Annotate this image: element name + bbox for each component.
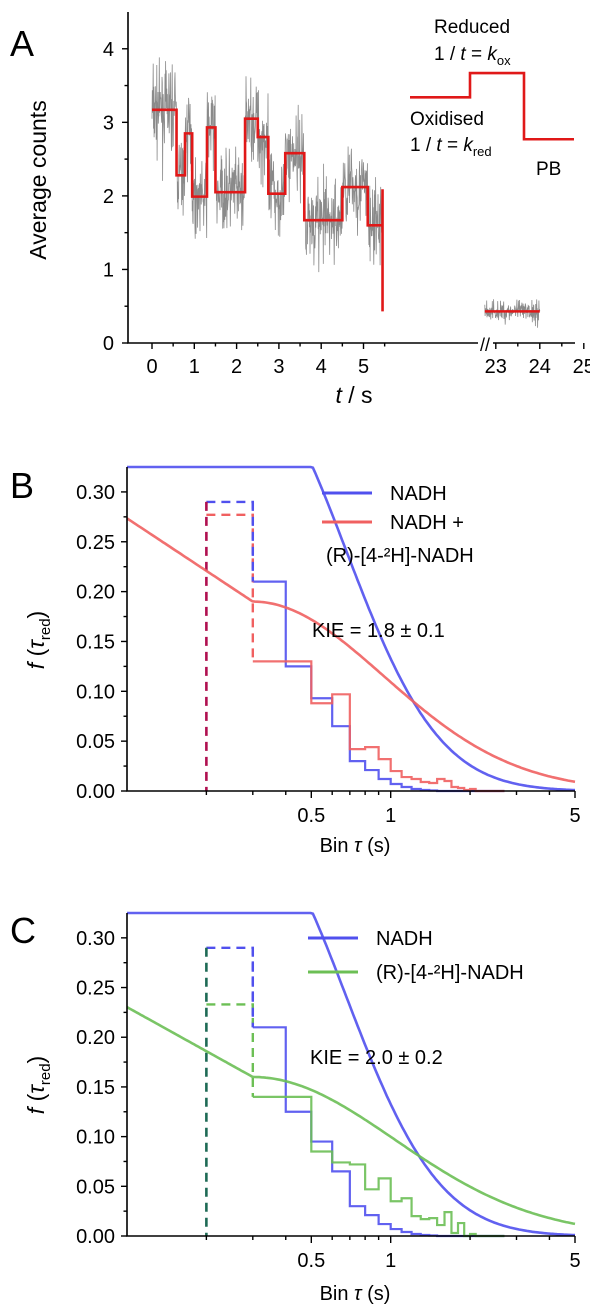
fit-curve-blue bbox=[127, 465, 575, 792]
xtick-label: 5 bbox=[569, 1250, 580, 1272]
panel-a-y-axis-label: Average counts bbox=[25, 100, 51, 259]
ytick-label: 0.30 bbox=[76, 928, 115, 950]
panel-b-kie-annotation: KIE = 1.8 ± 0.1 bbox=[312, 620, 445, 642]
panel-a-inset-reduced-label: Reduced bbox=[434, 17, 510, 38]
panel-label-b: B bbox=[10, 465, 34, 506]
panel-b-legend-label-mix: NADH + bbox=[390, 512, 464, 534]
hist-steps-green bbox=[252, 1095, 505, 1238]
panel-a-xtick-label: 23 bbox=[485, 356, 507, 378]
panel-a-xtick-label: 4 bbox=[316, 356, 327, 378]
panel-c-kie-annotation: KIE = 2.0 ± 0.2 bbox=[310, 1047, 443, 1069]
panel-a-x-axis-label: t / s bbox=[335, 382, 372, 408]
panel-b: B 0.00 0.05 0.10 0.15 0.20 0.25 0.30 0.5 1 5 f (τ… bbox=[10, 465, 581, 857]
panel-c-x-axis-label: Bin τ (s) bbox=[320, 1283, 391, 1305]
fit-curve-red bbox=[126, 517, 576, 784]
ytick-label: 0.30 bbox=[76, 482, 115, 504]
panel-a-ytick-label: 4 bbox=[103, 39, 114, 61]
panel-a-ytick-label: 0 bbox=[103, 333, 114, 355]
xtick-label: 0.5 bbox=[297, 805, 325, 827]
panel-a-plot-area: //012340123456232425 bbox=[103, 12, 590, 378]
panel-a: A //012340123456232425 Average counts t … bbox=[10, 12, 590, 408]
panel-b-y-axis-label: f (τred) bbox=[23, 611, 54, 669]
panel-b-legend-label-nadh: NADH bbox=[390, 483, 447, 505]
ytick-label: 0.10 bbox=[76, 1127, 115, 1149]
panel-a-inset-steps bbox=[410, 71, 574, 141]
panel-a-axis-break: // bbox=[480, 335, 490, 355]
hist-dashed-bin-blue bbox=[206, 946, 255, 1028]
xtick-label: 1 bbox=[385, 1250, 396, 1272]
ytick-label: 0.10 bbox=[76, 681, 115, 703]
panel-label-a: A bbox=[10, 23, 34, 64]
ytick-label: 0.00 bbox=[76, 781, 115, 803]
panel-b-x-axis-label: Bin τ (s) bbox=[320, 835, 391, 857]
panel-a-ytick-label: 2 bbox=[103, 186, 114, 208]
panel-a-inset-oxidised-label: Oxidised bbox=[410, 109, 484, 130]
panel-a-inset-kox-label: 1 / t = kox bbox=[434, 44, 511, 68]
hist-dashed-bin-green bbox=[206, 1003, 255, 1097]
panel-a-xtick-label: 5 bbox=[358, 356, 369, 378]
panel-c-plot-area: 0.00 0.05 0.10 0.15 0.20 0.25 0.30 0.5 1 5 bbox=[76, 911, 581, 1272]
ytick-label: 0.20 bbox=[76, 1027, 115, 1049]
panel-a-step-fit bbox=[152, 108, 540, 313]
panel-a-inset-pb-label: PB bbox=[536, 159, 561, 180]
ytick-label: 0.05 bbox=[76, 1176, 115, 1198]
hist-dashed-bin-red bbox=[206, 513, 255, 662]
panel-a-xtick-label: 3 bbox=[273, 356, 284, 378]
panel-c-legend-label-deuterated: (R)-[4-²H]-NADH bbox=[376, 962, 524, 984]
panel-a-ytick-label: 3 bbox=[103, 112, 114, 134]
xtick-label: 1 bbox=[385, 805, 396, 827]
hist-dashed-bin-blue bbox=[206, 500, 255, 582]
ytick-label: 0.05 bbox=[76, 731, 115, 753]
panel-c-legend-label-nadh: NADH bbox=[376, 928, 433, 950]
ytick-label: 0.20 bbox=[76, 582, 115, 604]
panel-b-plot-area: 0.00 0.05 0.10 0.15 0.20 0.25 0.30 0.5 1 5 bbox=[76, 465, 581, 827]
panel-a-inset-step-line bbox=[410, 71, 574, 141]
xtick-label: 5 bbox=[569, 805, 580, 827]
ytick-label: 0.25 bbox=[76, 978, 115, 1000]
ytick-label: 0.15 bbox=[76, 1077, 115, 1099]
fit-curve-green bbox=[126, 1005, 576, 1226]
panel-a-inset-kred-label: 1 / t = kred bbox=[410, 135, 492, 159]
panel-a-xtick-label: 0 bbox=[146, 356, 157, 378]
panel-c-y-axis-label: f (τred) bbox=[23, 1056, 54, 1114]
panel-c: C 0.00 0.05 0.10 0.15 0.20 0.25 0.30 0.5 1 5 f (τ… bbox=[10, 910, 581, 1305]
panel-a-ytick-label: 1 bbox=[103, 259, 114, 281]
panel-a-trace-1 bbox=[484, 299, 541, 328]
panel-a-xtick-label: 1 bbox=[189, 356, 200, 378]
hist-steps-red bbox=[252, 660, 505, 793]
ytick-label: 0.00 bbox=[76, 1226, 115, 1248]
panel-a-xtick-label: 2 bbox=[231, 356, 242, 378]
panel-a-xtick-label: 25 bbox=[573, 356, 590, 378]
xtick-label: 0.5 bbox=[297, 1250, 325, 1272]
panel-b-legend-label-deuterated: (R)-[4-²H]-NADH bbox=[326, 545, 474, 567]
ytick-label: 0.25 bbox=[76, 532, 115, 554]
ytick-label: 0.15 bbox=[76, 631, 115, 653]
panel-label-c: C bbox=[10, 910, 36, 951]
panel-a-xtick-label: 24 bbox=[529, 356, 551, 378]
fit-curve-blue bbox=[127, 911, 575, 1237]
